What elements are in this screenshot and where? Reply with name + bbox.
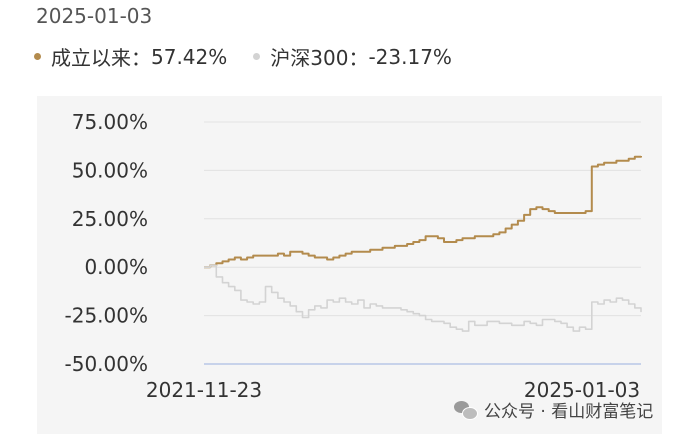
y-tick-label: 75.00% [72,110,148,134]
y-tick-label: 0.00% [84,255,148,279]
watermark: 公众号 · 看山财富笔记 [454,397,653,422]
series-line-fund [204,155,642,269]
series-line-index [204,264,642,332]
legend-value-index: -23.17% [368,44,452,69]
legend-value-fund: 57.42% [151,44,228,69]
legend-label-index: 沪深300： [270,46,369,70]
watermark-text: 公众号 · 看山财富笔记 [484,402,654,422]
legend-dot-fund [34,53,41,60]
wechat-icon [454,400,478,420]
x-tick-label-start: 2021-11-23 [146,378,262,402]
x-tick-label-end: 2025-01-03 [524,378,640,402]
chart-panel [37,96,662,434]
legend-item-fund: 成立以来： 57.42% [34,42,227,71]
legend-item-index: 沪深300： -23.17% [253,42,452,71]
legend: 成立以来： 57.42% 沪深300： -23.17% [34,42,478,71]
date-header: 2025-01-03 [36,4,153,28]
y-tick-label: 50.00% [72,158,148,182]
y-tick-label: -25.00% [65,304,148,328]
y-tick-label: -50.00% [65,352,148,376]
legend-label-fund: 成立以来： [51,46,151,70]
legend-dot-index [253,53,261,60]
y-tick-label: 25.00% [72,207,148,231]
